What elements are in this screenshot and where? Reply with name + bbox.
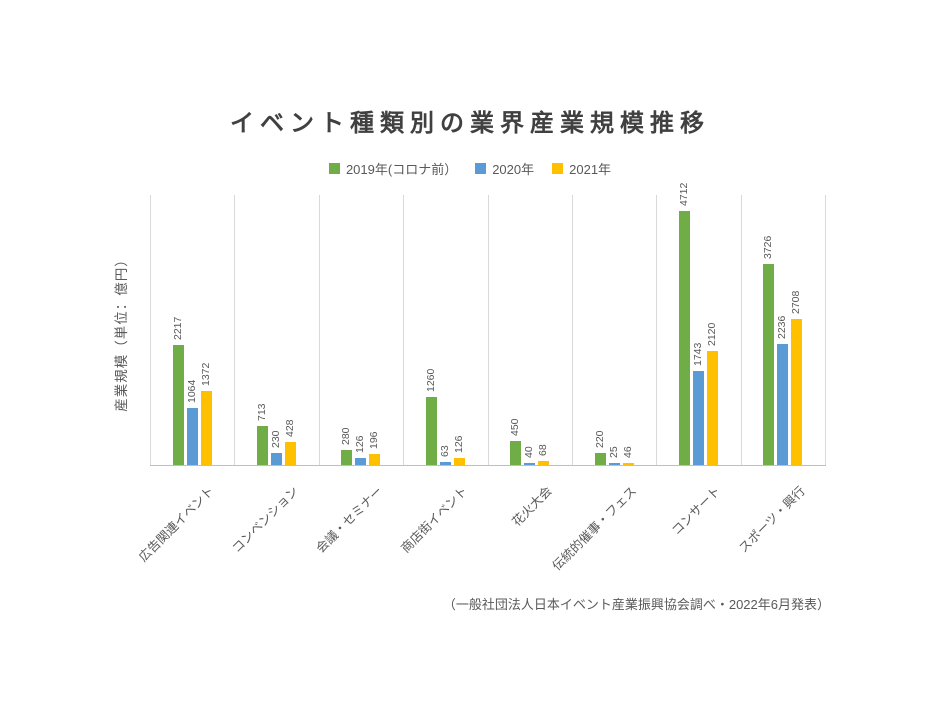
bar-value-label: 68 xyxy=(537,444,550,456)
gridline xyxy=(741,195,742,465)
bar xyxy=(285,442,297,465)
bar-value-label: 713 xyxy=(256,403,269,421)
bar xyxy=(257,426,269,465)
category-label: スポーツ・興行 xyxy=(735,483,808,556)
category-label: 花火大会 xyxy=(509,483,555,530)
x-axis-line xyxy=(150,465,826,466)
legend-label: 2021年 xyxy=(569,162,612,177)
bar xyxy=(594,453,606,465)
bar-value-label: 1064 xyxy=(185,379,198,403)
bar xyxy=(791,319,803,465)
legend-item: 2021年 xyxy=(552,159,611,178)
legend-swatch xyxy=(328,163,340,174)
bar xyxy=(186,408,198,465)
bar-value-label: 280 xyxy=(340,427,353,445)
bar-value-label: 2217 xyxy=(171,316,184,340)
gridline xyxy=(656,195,657,465)
bar-value-label: 428 xyxy=(284,419,297,437)
category-label: 商店街イベント xyxy=(398,483,471,556)
bar xyxy=(777,344,789,465)
gridline xyxy=(319,195,320,465)
bar xyxy=(692,371,704,465)
bar-value-label: 4712 xyxy=(677,182,690,206)
bar-value-label: 2120 xyxy=(705,322,718,346)
gridline xyxy=(488,195,489,465)
bar-value-label: 2708 xyxy=(790,290,803,314)
plot-area: 2217 1064 1372 713 230 428 280 126 196 1260 63 126 4… xyxy=(150,183,826,466)
category-label: 広告関連イベント xyxy=(136,483,217,565)
bar xyxy=(622,463,634,465)
bar xyxy=(678,211,690,465)
bar xyxy=(172,345,184,465)
legend-item: 2019年(コロナ前） xyxy=(328,159,458,178)
category-label: コンサート xyxy=(669,483,724,538)
bar-value-label: 3726 xyxy=(762,235,775,259)
source-note: （一般社団法人日本イベント産業振興協会調べ・2022年6月発表） xyxy=(442,597,830,612)
chart-title: イベント種類別の業界産業規模推移 xyxy=(230,110,710,137)
bar xyxy=(706,351,718,465)
legend-swatch xyxy=(552,163,564,174)
y-axis-label: 産業規模（単位：億円） xyxy=(114,252,129,412)
legend-label: 2020年 xyxy=(492,162,535,177)
legend-swatch xyxy=(475,163,487,174)
bar xyxy=(341,450,353,465)
bar xyxy=(763,264,775,465)
bar xyxy=(439,462,451,465)
bar xyxy=(538,461,550,465)
category-label: コンベンション xyxy=(229,483,302,556)
bar xyxy=(510,441,522,465)
bar-value-label: 46 xyxy=(621,446,634,458)
gridline xyxy=(234,195,235,465)
bar xyxy=(271,453,283,465)
bar xyxy=(453,458,465,465)
legend-label: 2019年(コロナ前） xyxy=(345,162,458,177)
bar xyxy=(608,463,620,465)
gridline xyxy=(150,195,151,465)
bar-value-label: 126 xyxy=(354,435,367,453)
category-axis: 広告関連イベント コンベンション 会議・セミナー 商店街イベント 花火大会 伝統的催事・フ… xyxy=(136,465,825,605)
bar-value-label: 1260 xyxy=(424,368,437,392)
bar-value-label: 25 xyxy=(607,446,620,458)
bar-value-label: 63 xyxy=(438,445,451,457)
bar-value-label: 1372 xyxy=(199,362,212,386)
bar xyxy=(524,463,536,465)
gridline xyxy=(403,195,404,465)
bar-value-label: 126 xyxy=(452,435,465,453)
bar xyxy=(200,391,212,465)
bar-value-label: 40 xyxy=(523,446,536,458)
bar-value-label: 220 xyxy=(593,430,606,448)
bar xyxy=(369,454,381,465)
bar-value-label: 196 xyxy=(368,431,381,449)
bar-value-label: 1743 xyxy=(691,342,704,366)
legend: 2019年(コロナ前） 2020年 2021年 xyxy=(0,159,940,178)
category-label: 会議・セミナー xyxy=(313,483,386,556)
legend-item: 2020年 xyxy=(475,159,534,178)
gridline xyxy=(825,195,826,465)
gridline xyxy=(572,195,573,465)
bar-value-label: 230 xyxy=(270,430,283,448)
bar-value-label: 2236 xyxy=(776,315,789,339)
bar-value-label: 450 xyxy=(509,418,522,436)
bar xyxy=(355,458,367,465)
bar xyxy=(425,397,437,465)
category-label: 伝統的催事・フェス xyxy=(549,483,639,574)
